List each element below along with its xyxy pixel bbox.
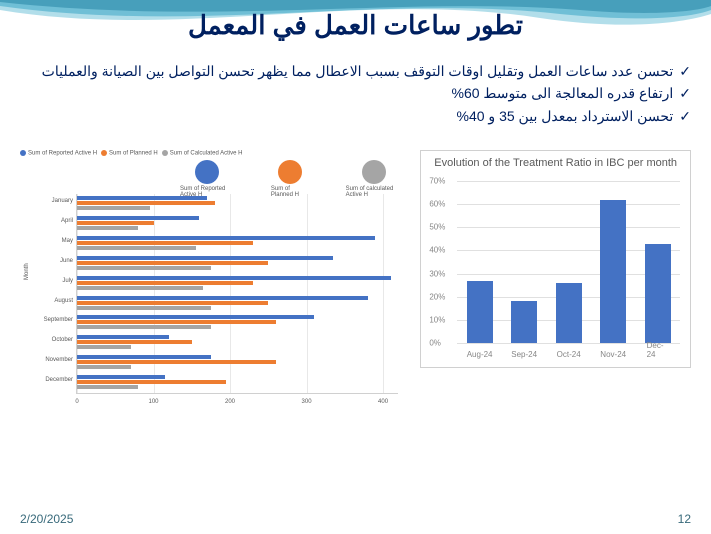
bar-segment: [77, 281, 253, 285]
bar-segment: [77, 365, 131, 369]
y-tick: 60%: [429, 200, 445, 209]
legend-dot: [195, 160, 219, 184]
category-label: August: [25, 298, 73, 304]
y-tick: 70%: [429, 177, 445, 186]
bar-segment: [77, 335, 169, 339]
bar-segment: [77, 385, 138, 389]
gridline: [457, 227, 680, 228]
bar-segment: [77, 266, 211, 270]
bar-segment: [77, 221, 154, 225]
y-tick: 40%: [429, 246, 445, 255]
chart-plot-area: 0%10%20%30%40%50%60%70%Aug-24Sep-24Oct-2…: [457, 181, 680, 343]
gridline: [457, 181, 680, 182]
bar-segment: [77, 315, 314, 319]
category-label: January: [25, 198, 73, 204]
x-tick: Oct-24: [557, 350, 581, 359]
chart-row: October: [77, 333, 398, 353]
bar: [511, 301, 537, 343]
legend-dot: [278, 160, 302, 184]
footer-page-number: 12: [678, 512, 691, 526]
bar-segment: [77, 276, 391, 280]
work-hours-bar-chart: Sum of Reported Active H Sum of Planned …: [20, 150, 402, 410]
legend-item: Sum of Reported Active H: [20, 150, 97, 157]
x-tick: 0: [75, 399, 78, 405]
chart-legend-circles: Sum of Reported Active HSum of Planned H…: [180, 160, 402, 198]
chart-row: November: [77, 353, 398, 373]
bar-segment: [77, 340, 192, 344]
bar-segment: [77, 301, 268, 305]
bar-segment: [77, 246, 196, 250]
legend-item: Sum of Planned H: [101, 150, 158, 157]
bar-segment: [77, 306, 211, 310]
bar: [556, 283, 582, 343]
bar: [467, 281, 493, 343]
category-label: July: [25, 278, 73, 284]
bar-segment: [77, 196, 207, 200]
chart-row: January: [77, 194, 398, 214]
category-label: April: [25, 218, 73, 224]
bar-segment: [77, 256, 333, 260]
bar-segment: [77, 345, 131, 349]
category-label: September: [25, 317, 73, 323]
chart-row: May: [77, 234, 398, 254]
chart-row: April: [77, 214, 398, 234]
bar-segment: [77, 355, 211, 359]
x-tick: Sep-24: [511, 350, 537, 359]
y-tick: 0%: [429, 339, 441, 348]
category-label: November: [25, 357, 73, 363]
bullet-item: ارتفاع قدره المعالجة الى متوسط 60%: [20, 82, 691, 104]
footer-date: 2/20/2025: [20, 512, 73, 526]
bar-segment: [77, 201, 215, 205]
chart-row: September: [77, 313, 398, 333]
x-tick: 400: [378, 399, 388, 405]
bar: [600, 200, 626, 343]
bar-segment: [77, 216, 199, 220]
x-tick: Dec-24: [647, 341, 669, 359]
chart-row: August: [77, 294, 398, 314]
category-label: May: [25, 238, 73, 244]
gridline: [457, 204, 680, 205]
bar-segment: [77, 320, 276, 324]
bar-segment: [77, 226, 138, 230]
legend-dot: [362, 160, 386, 184]
chart-row: December: [77, 373, 398, 393]
category-label: October: [25, 337, 73, 343]
bar-segment: [77, 360, 276, 364]
bar-segment: [77, 261, 268, 265]
y-tick: 50%: [429, 223, 445, 232]
x-tick: 100: [148, 399, 158, 405]
y-tick: 10%: [429, 315, 445, 324]
legend-item: Sum of Calculated Active H: [162, 150, 243, 157]
treatment-ratio-bar-chart: Evolution of the Treatment Ratio in IBC …: [420, 150, 691, 368]
bullet-item: تحسن عدد ساعات العمل وتقليل اوقات التوقف…: [20, 60, 691, 82]
bar: [645, 244, 671, 344]
chart-plot-area: 0100200300400JanuaryAprilMayJuneJulyAugu…: [76, 194, 398, 394]
chart-row: June: [77, 254, 398, 274]
bar-segment: [77, 380, 226, 384]
bar-segment: [77, 296, 368, 300]
category-label: December: [25, 377, 73, 383]
bullet-item: تحسن الاسترداد بمعدل بين 35 و 40%: [20, 105, 691, 127]
category-label: June: [25, 258, 73, 264]
y-tick: 30%: [429, 269, 445, 278]
bar-segment: [77, 241, 253, 245]
bar-segment: [77, 325, 211, 329]
x-tick: Aug-24: [467, 350, 493, 359]
bar-segment: [77, 206, 150, 210]
chart-title: Evolution of the Treatment Ratio in IBC …: [421, 157, 690, 169]
chart-legend-mini: Sum of Reported Active H Sum of Planned …: [20, 150, 242, 157]
bullet-list: تحسن عدد ساعات العمل وتقليل اوقات التوقف…: [20, 60, 691, 127]
page-title: تطور ساعات العمل في المعمل: [0, 10, 711, 41]
bar-segment: [77, 286, 203, 290]
x-tick: Nov-24: [600, 350, 626, 359]
chart-row: July: [77, 274, 398, 294]
bar-segment: [77, 236, 375, 240]
y-tick: 20%: [429, 292, 445, 301]
x-tick: 300: [302, 399, 312, 405]
bar-segment: [77, 375, 165, 379]
x-tick: 200: [225, 399, 235, 405]
